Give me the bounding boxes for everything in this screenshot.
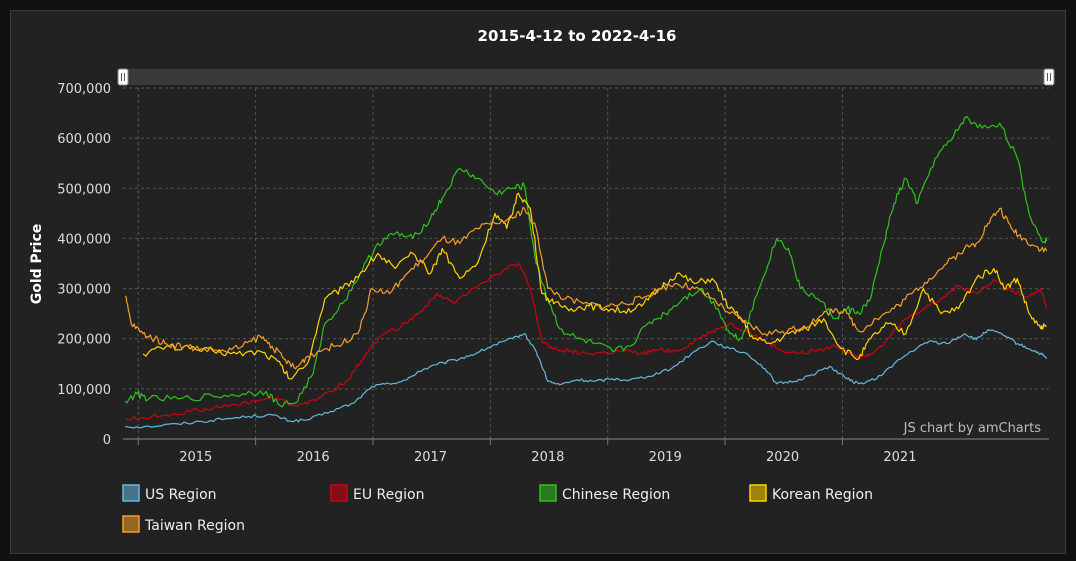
series-line-eu-region[interactable]: [125, 262, 1048, 421]
y-tick-label: 400,000: [57, 232, 111, 247]
line-chart: 2015-4-12 to 2022-4-16 0 100,000 200,000 30…: [29, 27, 1055, 534]
chart-title: 2015-4-12 to 2022-4-16: [478, 27, 677, 45]
legend-item-chinese-region[interactable]: Chinese Region: [539, 484, 670, 503]
series-line-korean-region[interactable]: [142, 192, 1047, 380]
legend: US Region EU Region Chinese Region Korean R…: [122, 484, 873, 534]
chart-container: 2015-4-12 to 2022-4-16 0 100,000 200,000 30…: [10, 10, 1066, 554]
legend-swatch: [122, 515, 140, 533]
x-tick-label: 2018: [531, 450, 564, 465]
legend-item-us-region[interactable]: US Region: [122, 484, 217, 503]
y-tick-label: 300,000: [57, 283, 111, 298]
x-tick-label: 2015: [179, 450, 212, 465]
legend-label: US Region: [145, 487, 217, 503]
x-tick-label: 2019: [649, 450, 682, 465]
y-tick-label: 600,000: [57, 132, 111, 147]
y-tick-label: 200,000: [57, 333, 111, 348]
y-tick-label: 700,000: [57, 82, 111, 97]
legend-item-taiwan-region[interactable]: Taiwan Region: [122, 515, 245, 534]
legend-label: Taiwan Region: [144, 518, 245, 534]
x-tick-label: 2017: [414, 450, 447, 465]
legend-item-korean-region[interactable]: Korean Region: [749, 484, 873, 503]
y-tick-label: 500,000: [57, 182, 111, 197]
scrollbar-track[interactable]: [123, 69, 1049, 85]
x-tick-label: 2020: [766, 450, 799, 465]
legend-item-eu-region[interactable]: EU Region: [330, 484, 424, 503]
credit-label[interactable]: JS chart by amCharts: [903, 421, 1042, 436]
scrollbar-grip-right[interactable]: [1043, 68, 1055, 86]
series-lines: [124, 115, 1048, 429]
legend-label: Chinese Region: [562, 487, 670, 503]
series-line-chinese-region[interactable]: [124, 115, 1048, 408]
y-tick-label: 0: [103, 433, 111, 448]
scrollbar-grip-left[interactable]: [117, 68, 129, 86]
grid: [123, 87, 1049, 440]
legend-swatch: [330, 484, 348, 502]
y-tick-label: 100,000: [57, 383, 111, 398]
series-line-us-region[interactable]: [125, 329, 1048, 429]
x-tick-label: 2021: [883, 450, 916, 465]
y-axis: 0 100,000 200,000 300,000 400,000 500,000 600,…: [57, 82, 111, 448]
legend-label: Korean Region: [772, 487, 873, 503]
legend-swatch: [749, 484, 767, 502]
legend-label: EU Region: [353, 487, 424, 503]
y-axis-label: Gold Price: [29, 224, 45, 305]
series-line-taiwan-region[interactable]: [124, 206, 1048, 370]
legend-swatch: [539, 484, 557, 502]
legend-swatch: [122, 484, 140, 502]
x-axis: 2015 2016 2017 2018 2019 2020 2021: [123, 438, 1049, 465]
x-tick-label: 2016: [297, 450, 330, 465]
